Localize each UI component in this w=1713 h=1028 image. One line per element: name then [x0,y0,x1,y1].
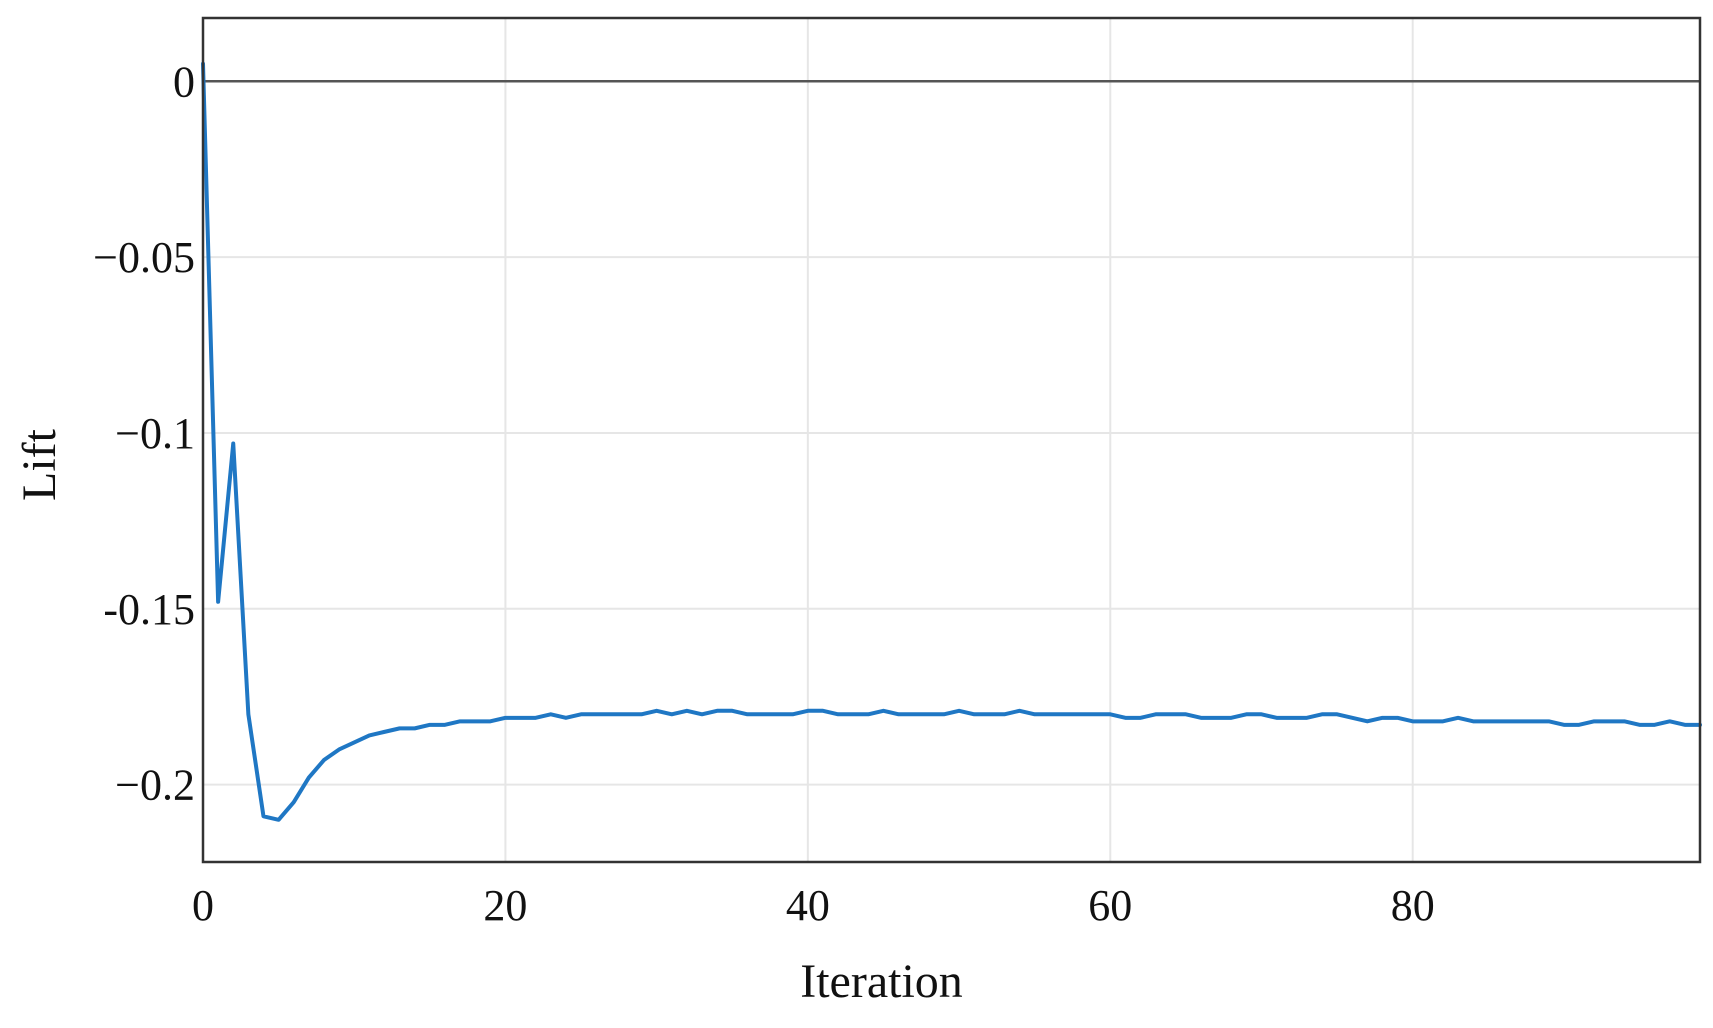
y-tick-label: −0.05 [93,233,195,282]
y-tick-label: −0.1 [115,409,195,458]
x-axis-ticks: 0 20 40 60 80 [192,881,1435,930]
x-tick-label: 40 [786,881,830,930]
x-tick-label: 0 [192,881,214,930]
series-line [201,61,1702,822]
grid-lines [203,18,1700,862]
y-axis-ticks: 0 −0.05 −0.1 -0.15 −0.2 [93,57,195,809]
y-axis-label: Lift [13,428,66,501]
x-axis-label: Iteration [800,955,963,1008]
x-tick-label: 20 [483,881,527,930]
plot-area-frame [201,16,1702,864]
y-tick-label: -0.15 [103,585,195,634]
x-tick-label: 80 [1391,881,1435,930]
y-tick-label: −0.2 [115,761,195,810]
series-layer [201,61,1702,822]
x-tick-label: 60 [1088,881,1132,930]
y-tick-label: 0 [173,57,195,106]
